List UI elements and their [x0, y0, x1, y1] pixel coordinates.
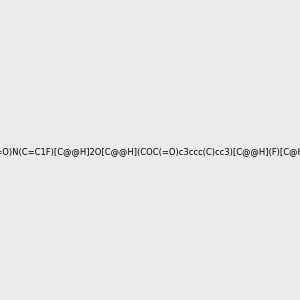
Text: O=C1NC(=O)N(C=C1F)[C@@H]2O[C@@H](COC(=O)c3ccc(C)cc3)[C@@H](F)[C@H]2OC(C)=O: O=C1NC(=O)N(C=C1F)[C@@H]2O[C@@H](COC(=O)… — [0, 147, 300, 156]
